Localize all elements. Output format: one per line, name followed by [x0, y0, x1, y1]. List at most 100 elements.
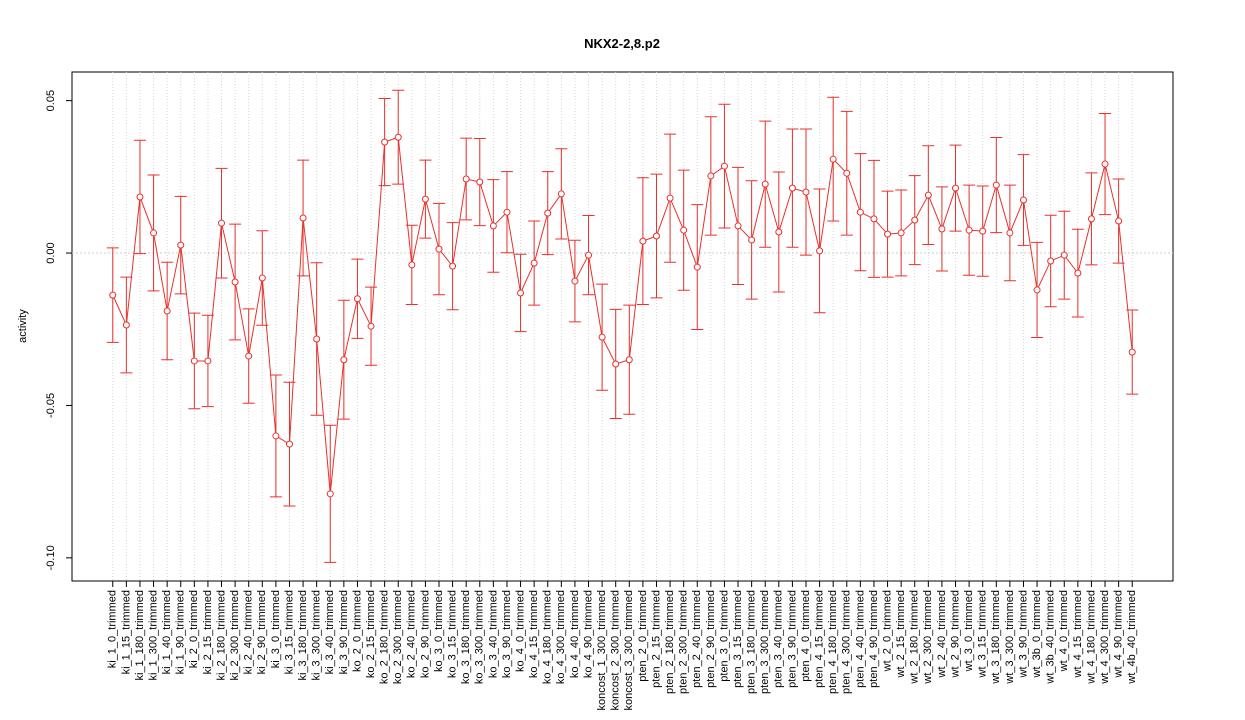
- x-tick-label: pten_3_15_trimmed: [732, 590, 744, 688]
- point: [394, 133, 402, 141]
- x-tick-label: wt_3_180_trimmed: [990, 590, 1002, 685]
- point: [666, 194, 674, 202]
- point: [829, 155, 837, 163]
- x-tick-label: ko_3_15_trimmed: [446, 590, 458, 678]
- point: [788, 184, 796, 192]
- x-tick-label: ki_2_300_trimmed: [229, 590, 241, 681]
- point: [435, 245, 443, 253]
- point: [734, 222, 742, 230]
- y-tick-label: 0.05: [45, 90, 57, 111]
- point: [177, 241, 185, 249]
- x-tick-label: pten_2_300_trimmed: [678, 590, 690, 694]
- point: [462, 175, 470, 183]
- x-tick-label: wt_3_15_trimmed: [977, 590, 989, 678]
- x-tick-label: pten_2_180_trimmed: [664, 590, 676, 694]
- point: [1087, 215, 1095, 223]
- x-tick-label: wt_3_90_trimmed: [1017, 590, 1029, 678]
- x-tick-label: koncost_3_300_trimmed: [623, 590, 635, 710]
- point: [150, 229, 158, 237]
- x-tick-label: ko_4_15_trimmed: [528, 590, 540, 678]
- x-tick-label: wt_4b_40_trimmed: [1126, 590, 1138, 685]
- x-tick-label: ki_2_180_trimmed: [215, 590, 227, 681]
- x-tick-label: pten_3_180_trimmed: [746, 590, 758, 694]
- x-tick-label: wt_2_40_trimmed: [936, 590, 948, 678]
- point: [557, 190, 565, 198]
- x-tick-label: ko_4_90_trimmed: [582, 590, 594, 678]
- point: [1033, 286, 1041, 294]
- x-tick-label: ki_3_15_trimmed: [283, 590, 295, 674]
- x-tick-label: pten_3_40_trimmed: [773, 590, 785, 688]
- point: [204, 357, 212, 365]
- point: [911, 216, 919, 224]
- point: [1074, 269, 1082, 277]
- point: [109, 291, 117, 299]
- x-tick-label: koncost_2_300_trimmed: [610, 590, 622, 710]
- point: [1019, 196, 1027, 204]
- point: [1128, 348, 1136, 356]
- x-tick-label: wt_2_15_trimmed: [895, 590, 907, 678]
- point: [231, 278, 239, 286]
- x-tick-label: ki_1_300_trimmed: [147, 590, 159, 681]
- point: [652, 232, 660, 240]
- x-tick-label: pten_4_180_trimmed: [827, 590, 839, 694]
- point: [1101, 160, 1109, 168]
- point: [1060, 251, 1068, 259]
- point: [190, 357, 198, 365]
- point: [965, 226, 973, 234]
- point: [408, 261, 416, 269]
- point: [992, 181, 1000, 189]
- x-tick-label: ki_3_0_trimmed: [270, 590, 282, 668]
- point: [353, 295, 361, 303]
- x-tick-label: pten_2_40_trimmed: [691, 590, 703, 688]
- x-tick-label: pten_2_0_trimmed: [637, 590, 649, 682]
- x-tick-label: ki_2_15_trimmed: [202, 590, 214, 674]
- x-tick-label: wt_4_90_trimmed: [1113, 590, 1125, 678]
- x-tick-label: pten_4_300_trimmed: [841, 590, 853, 694]
- x-tick-label: wt_4_180_trimmed: [1085, 590, 1097, 685]
- point: [625, 356, 633, 364]
- point: [285, 440, 293, 448]
- point: [884, 230, 892, 238]
- x-tick-label: ki_2_0_trimmed: [188, 590, 200, 668]
- point: [136, 193, 144, 201]
- x-tick-label: wt_4_0_trimmed: [1058, 590, 1070, 672]
- point: [517, 289, 525, 297]
- y-tick-label: 0.00: [45, 242, 57, 263]
- x-tick-label: ki_2_90_trimmed: [256, 590, 268, 674]
- point: [272, 432, 280, 440]
- series-line: [112, 136, 1133, 494]
- x-tick-label: ko_2_180_trimmed: [379, 590, 391, 684]
- point: [952, 184, 960, 192]
- point: [639, 237, 647, 245]
- x-tick-label: pten_3_90_trimmed: [786, 590, 798, 688]
- x-tick-label: pten_4_0_trimmed: [800, 590, 812, 682]
- point: [720, 162, 728, 170]
- x-tick-label: ko_3_300_trimmed: [474, 590, 486, 684]
- point: [421, 195, 429, 203]
- x-tick-label: ko_2_40_trimmed: [406, 590, 418, 678]
- x-tick-label: wt_2_90_trimmed: [949, 590, 961, 678]
- x-tick-label: ki_2_40_trimmed: [243, 590, 255, 674]
- point: [571, 277, 579, 285]
- x-tick-label: ki_1_15_trimmed: [120, 590, 132, 674]
- point: [530, 259, 538, 267]
- x-tick-label: ki_3_300_trimmed: [311, 590, 323, 681]
- x-tick-label: pten_2_15_trimmed: [650, 590, 662, 688]
- x-tick-label: ki_3_180_trimmed: [297, 590, 309, 681]
- point: [816, 247, 824, 255]
- point: [476, 178, 484, 186]
- x-tick-label: wt_4_15_trimmed: [1072, 590, 1084, 678]
- point: [340, 356, 348, 364]
- chart-title: NKX2-2,8.p2: [584, 36, 660, 51]
- point: [693, 263, 701, 271]
- point: [856, 208, 864, 216]
- x-tick-label: ko_2_90_trimmed: [419, 590, 431, 678]
- point: [775, 228, 783, 236]
- point: [924, 191, 932, 199]
- point: [489, 222, 497, 230]
- point: [938, 225, 946, 233]
- point: [1115, 217, 1123, 225]
- x-tick-label: ki_1_40_trimmed: [161, 590, 173, 674]
- point: [612, 360, 620, 368]
